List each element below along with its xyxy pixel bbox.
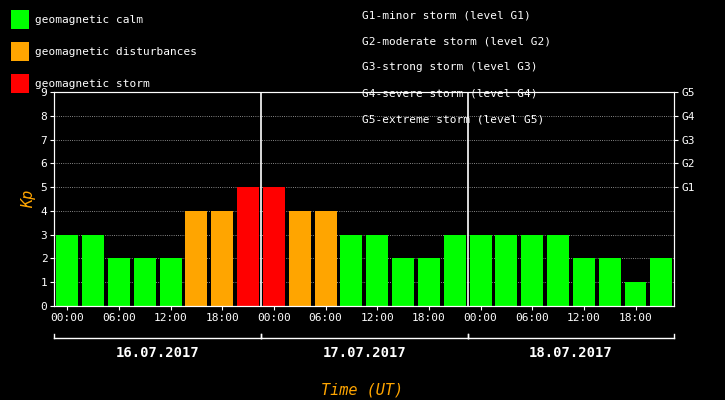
Text: geomagnetic disturbances: geomagnetic disturbances [35, 47, 196, 57]
Bar [444, 235, 465, 306]
Bar [82, 235, 104, 306]
Bar [108, 258, 130, 306]
Text: G1-minor storm (level G1): G1-minor storm (level G1) [362, 10, 531, 20]
Text: G4-severe storm (level G4): G4-severe storm (level G4) [362, 88, 538, 98]
Text: 17.07.2017: 17.07.2017 [323, 346, 406, 360]
Bar [211, 211, 233, 306]
Bar [315, 211, 336, 306]
Bar [134, 258, 156, 306]
Bar [289, 211, 311, 306]
Bar [186, 211, 207, 306]
Text: geomagnetic storm: geomagnetic storm [35, 78, 149, 89]
Bar [547, 235, 569, 306]
Text: G3-strong storm (level G3): G3-strong storm (level G3) [362, 62, 538, 72]
Bar [599, 258, 621, 306]
Text: 16.07.2017: 16.07.2017 [116, 346, 199, 360]
Bar [392, 258, 414, 306]
Text: 18.07.2017: 18.07.2017 [529, 346, 613, 360]
Bar [495, 235, 518, 306]
Text: Time (UT): Time (UT) [321, 382, 404, 398]
Bar [263, 187, 285, 306]
Text: geomagnetic calm: geomagnetic calm [35, 15, 143, 25]
Bar [470, 235, 492, 306]
Bar [650, 258, 672, 306]
Bar [160, 258, 181, 306]
Text: G2-moderate storm (level G2): G2-moderate storm (level G2) [362, 36, 552, 46]
Bar [521, 235, 543, 306]
Bar [418, 258, 440, 306]
Bar [57, 235, 78, 306]
Bar [237, 187, 259, 306]
Bar [366, 235, 388, 306]
Text: G5-extreme storm (level G5): G5-extreme storm (level G5) [362, 114, 544, 124]
Bar [573, 258, 594, 306]
Bar [341, 235, 362, 306]
Bar [624, 282, 647, 306]
Y-axis label: Kp: Kp [22, 190, 36, 208]
